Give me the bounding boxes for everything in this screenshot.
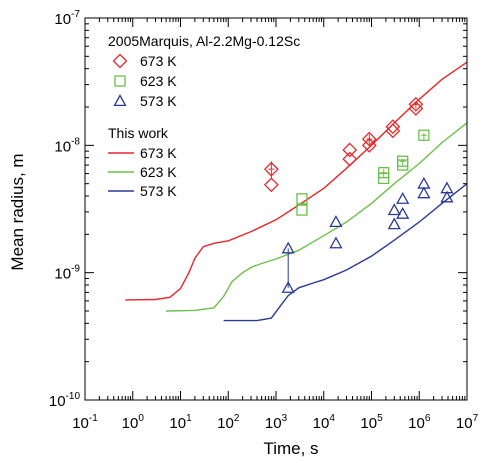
data-point-623-k — [378, 167, 390, 179]
data-point-573-k — [396, 206, 410, 219]
legend-label: 573 K — [140, 183, 177, 199]
legend-title-model: This work — [108, 125, 169, 141]
x-tick-label: 102 — [217, 413, 240, 432]
data-point-673-k — [361, 137, 377, 153]
x-tick-label: 106 — [408, 413, 431, 432]
x-tick-label: 101 — [169, 413, 192, 432]
legend-label: 623 K — [140, 164, 177, 180]
data-point-573-k — [329, 215, 343, 228]
legend-label: 623 K — [140, 73, 177, 89]
data-point-623-k — [418, 129, 430, 141]
axes: 10-1 100 101 102 103 104 105 106 107 10-10 10-9 10-… — [49, 9, 479, 432]
y-tick-label: 10-7 — [54, 9, 80, 28]
data-point-673-k — [263, 161, 279, 177]
legend: 2005Marquis, Al-2.2Mg-0.12Sc 673 K 623 K 57… — [108, 33, 300, 199]
y-axis-label: Mean radius, m — [8, 153, 27, 270]
x-axis-label: Time, s — [263, 439, 318, 458]
x-tick-label: 103 — [265, 413, 288, 432]
data-point-573-k — [329, 236, 343, 249]
data-point-673-k — [342, 142, 358, 158]
model-line-573-k — [223, 183, 468, 322]
y-tick-label: 10-10 — [49, 391, 81, 410]
data-point-673-k — [385, 123, 401, 139]
model-line-673-k — [125, 61, 468, 301]
data-point-573-k — [281, 241, 295, 254]
x-tick-label: 10-1 — [72, 413, 98, 432]
data-point-573-k — [417, 186, 431, 199]
legend-label: 673 K — [140, 145, 177, 161]
plot-area — [125, 61, 468, 322]
legend-label: 673 K — [140, 53, 177, 69]
data-point-573-k — [396, 192, 410, 204]
data-point-673-k — [408, 100, 424, 116]
data-point-673-k — [361, 131, 377, 147]
data-point-673-k — [263, 177, 279, 193]
y-tick-label: 10-8 — [54, 136, 80, 155]
model-line-623-k — [166, 122, 468, 312]
data-point-623-k — [296, 193, 308, 205]
legend-marker-673-k — [112, 53, 128, 69]
data-point-673-k — [342, 151, 358, 167]
data-point-573-k — [440, 190, 454, 203]
x-tick-label: 105 — [360, 413, 383, 432]
data-point-623-k — [378, 172, 390, 185]
x-tick-label: 100 — [122, 413, 145, 432]
data-point-573-k — [281, 281, 295, 293]
legend-marker-573-k — [113, 94, 127, 107]
data-point-673-k — [385, 119, 401, 135]
data-point-673-k — [408, 96, 424, 112]
x-tick-label: 107 — [456, 413, 479, 432]
data-point-573-k — [387, 203, 401, 216]
data-point-623-k — [296, 204, 308, 216]
legend-marker-623-k — [114, 75, 126, 87]
y-tick-label: 10-9 — [54, 264, 80, 283]
data-point-573-k — [387, 217, 401, 230]
legend-title-experimental: 2005Marquis, Al-2.2Mg-0.12Sc — [108, 33, 300, 49]
legend-label: 573 K — [140, 93, 177, 109]
data-point-623-k — [397, 159, 409, 171]
x-tick-label: 104 — [313, 413, 336, 432]
